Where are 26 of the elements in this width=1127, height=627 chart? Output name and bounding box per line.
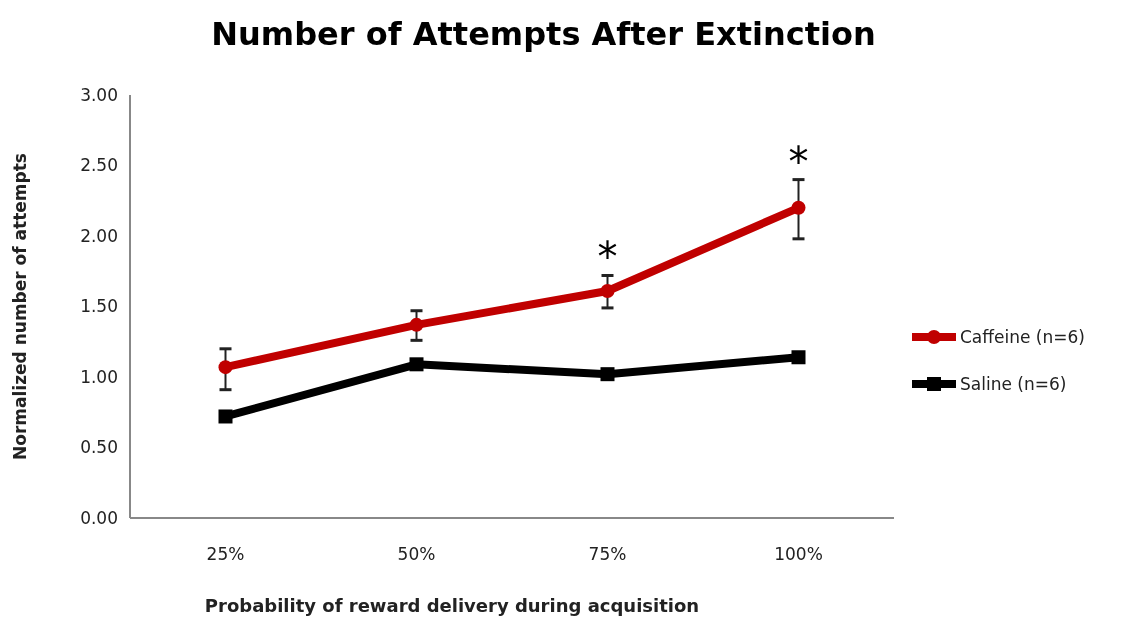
y-axis-title: Normalized number of attempts: [10, 153, 30, 460]
point: [600, 367, 615, 382]
y-tick-label: 1.00: [80, 366, 118, 387]
annotation: *: [597, 234, 618, 281]
y-tick-label: 1.50: [80, 296, 118, 317]
point: [791, 350, 806, 365]
point: [791, 200, 806, 215]
point: [409, 357, 424, 372]
annotation: *: [788, 138, 809, 185]
point: [409, 317, 424, 332]
x-tick-label: 25%: [206, 544, 245, 564]
point: [218, 360, 233, 375]
y-tick-label: 2.50: [80, 155, 118, 176]
x-axis-title: Probability of reward delivery during acquisition: [204, 595, 700, 616]
y-tick-label: 0.00: [80, 507, 118, 528]
y-tick-label: 3.00: [80, 84, 118, 105]
x-tick-label: 50%: [397, 544, 436, 564]
x-tick-label: 100%: [774, 544, 823, 564]
point: [218, 409, 233, 424]
legend-label: Caffeine (n=6): [960, 326, 1085, 347]
point: [600, 283, 615, 298]
y-tick-label: 2.00: [80, 225, 118, 246]
y-tick-label: 0.50: [80, 437, 118, 458]
legend-label: Saline (n=6): [960, 373, 1067, 394]
x-tick-label: 75%: [588, 544, 627, 564]
chart-title: Number of Attempts After Extinction: [211, 15, 876, 53]
